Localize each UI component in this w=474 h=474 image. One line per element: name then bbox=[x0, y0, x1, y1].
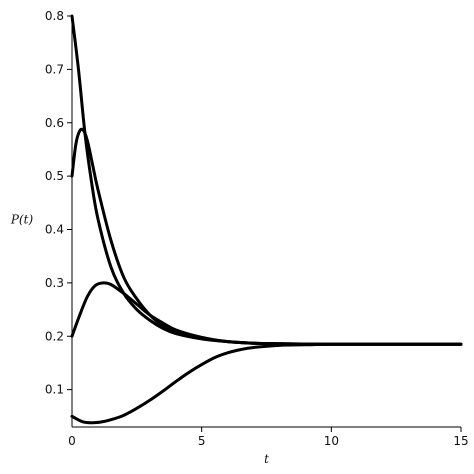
series-group bbox=[70, 14, 463, 425]
y-tick-label: 0.7 bbox=[45, 62, 64, 76]
axes bbox=[71, 16, 461, 428]
x-tick-label: 10 bbox=[324, 434, 339, 448]
y-tick-label: 0.6 bbox=[45, 116, 64, 130]
y-tick-label: 0.3 bbox=[45, 276, 64, 290]
y-tick-label: 0.1 bbox=[45, 383, 64, 397]
series-line-1 bbox=[70, 14, 463, 346]
y-tick-label: 0.8 bbox=[45, 9, 64, 23]
y-tick-label: 0.2 bbox=[45, 329, 64, 343]
x-tick-label: 0 bbox=[68, 434, 76, 448]
x-tick-label: 15 bbox=[453, 434, 468, 448]
y-tick-label: 0.4 bbox=[45, 223, 64, 237]
x-tick-label: 5 bbox=[198, 434, 206, 448]
series-line-2 bbox=[70, 127, 463, 346]
y-ticks: 0.1 0.2 0.3 0.4 0.5 0.6 0.7 0.8 bbox=[45, 9, 72, 397]
x-ticks: 0 5 10 15 bbox=[68, 427, 469, 448]
x-axis-title: t bbox=[264, 452, 269, 466]
series-line-4 bbox=[70, 342, 463, 425]
y-tick-label: 0.5 bbox=[45, 169, 64, 183]
y-axis-title: P(t) bbox=[10, 213, 34, 227]
